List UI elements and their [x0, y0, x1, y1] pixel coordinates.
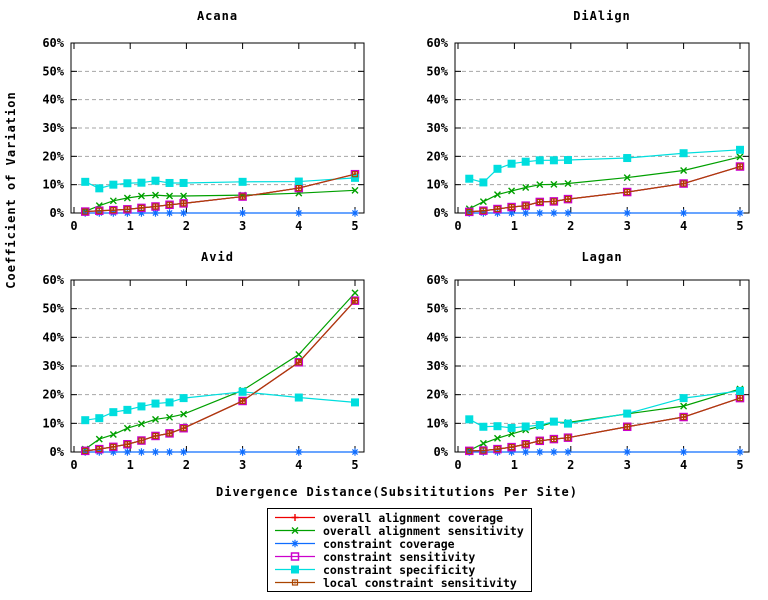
series-local-constraint-sensitivity [82, 171, 359, 215]
y-tick-label: 0% [50, 445, 65, 459]
x-tick-label: 3 [239, 458, 246, 472]
y-tick-label: 40% [426, 330, 448, 344]
y-tick-label: 20% [426, 149, 448, 163]
x-tick-label: 1 [127, 458, 134, 472]
series-constraint-specificity [465, 386, 744, 432]
legend-item: overall alignment coverage [272, 510, 524, 525]
x-tick-label: 5 [351, 219, 358, 233]
series-overall-alignment-coverage [81, 297, 359, 455]
series-constraint-coverage [81, 448, 359, 456]
x-tick-label: 4 [295, 458, 302, 472]
x-tick-label: 1 [127, 219, 134, 233]
series-local-constraint-sensitivity [82, 297, 359, 454]
x-tick-label: 0 [454, 219, 461, 233]
series-constraint-sensitivity [80, 296, 360, 456]
y-tick-label: 20% [42, 388, 64, 402]
y-tick-label: 60% [42, 36, 64, 50]
y-tick-label: 20% [426, 388, 448, 402]
legend-item: constraint specificity [272, 562, 524, 577]
y-tick-label: 60% [426, 273, 448, 287]
y-tick-label: 10% [42, 416, 64, 430]
x-tick-label: 4 [295, 219, 302, 233]
y-tick-label: 0% [434, 445, 449, 459]
legend-box: overall alignment coverage overall alignm… [267, 508, 532, 592]
chart-title: Avid [201, 250, 234, 264]
y-tick-label: 50% [426, 302, 448, 316]
legend-label: constraint specificity [323, 562, 476, 577]
x-tick-label: 2 [567, 219, 574, 233]
y-tick-label: 30% [42, 121, 64, 135]
series-constraint-specificity [465, 145, 744, 187]
chart-acana: 0 1 2 3 4 50%10%20%30%40%50%60%Acana [42, 9, 365, 233]
legend-marker-filled-square-icon [275, 565, 315, 574]
x-tick-label: 4 [680, 458, 687, 472]
x-tick-label: 2 [183, 219, 190, 233]
x-tick-label: 2 [567, 458, 574, 472]
series-constraint-coverage [81, 209, 359, 217]
legend-marker-dot-square-icon [275, 579, 315, 586]
y-tick-label: 10% [426, 178, 448, 192]
y-tick-label: 40% [42, 330, 64, 344]
y-tick-label: 50% [42, 64, 64, 78]
series-local-constraint-sensitivity [466, 163, 744, 215]
y-tick-label: 0% [434, 206, 449, 220]
y-tick-label: 40% [42, 93, 64, 107]
x-tick-label: 3 [239, 219, 246, 233]
legend-label: constraint coverage [323, 536, 455, 551]
y-tick-label: 60% [42, 273, 64, 287]
legend-marker-open-square-icon [275, 552, 315, 561]
y-tick-label: 50% [426, 64, 448, 78]
series-constraint-specificity [81, 387, 359, 425]
x-tick-label: 5 [736, 458, 743, 472]
y-tick-label: 20% [42, 149, 64, 163]
y-tick-label: 60% [426, 36, 448, 50]
x-tick-label: 0 [454, 458, 461, 472]
series-constraint-sensitivity [80, 169, 360, 216]
legend-item: constraint sensitivity [272, 549, 524, 564]
legend-item: local constraint sensitivity [272, 575, 524, 590]
chart-avid: 0 1 2 3 4 50%10%20%30%40%50%60%Avid [42, 250, 365, 472]
x-tick-label: 0 [70, 458, 77, 472]
x-tick-label: 0 [70, 219, 77, 233]
x-tick-label: 5 [351, 458, 358, 472]
series-overall-alignment-sensitivity [81, 289, 359, 453]
x-tick-label: 4 [680, 219, 687, 233]
chart-dialign: 0 1 2 3 4 50%10%20%30%40%50%60%DiAlign [426, 9, 750, 233]
legend-label: overall alignment sensitivity [323, 523, 524, 538]
y-tick-label: 0% [50, 206, 65, 220]
x-tick-label: 3 [624, 219, 631, 233]
legend-label: constraint sensitivity [323, 549, 476, 564]
series-local-constraint-sensitivity [466, 395, 744, 454]
legend-label: overall alignment coverage [323, 510, 504, 525]
y-tick-label: 30% [42, 359, 64, 373]
y-tick-label: 30% [426, 359, 448, 373]
legend-item: overall alignment sensitivity [272, 523, 524, 538]
chart-title: Acana [197, 9, 238, 23]
y-tick-label: 50% [42, 302, 64, 316]
y-tick-label: 40% [426, 93, 448, 107]
x-tick-label: 1 [511, 219, 518, 233]
legend-marker-star-icon [275, 539, 315, 548]
series-constraint-coverage [465, 209, 744, 217]
x-tick-label: 5 [736, 219, 743, 233]
x-axis-title: Divergence Distance(Subsititutions Per S… [216, 485, 578, 499]
legend-label: local constraint sensitivity [323, 575, 517, 590]
legend-marker-x-icon [275, 527, 315, 534]
x-tick-label: 1 [511, 458, 518, 472]
series-constraint-coverage [465, 448, 744, 456]
x-tick-label: 3 [624, 458, 631, 472]
y-tick-label: 10% [42, 178, 64, 192]
series-constraint-sensitivity [465, 393, 745, 456]
x-tick-label: 2 [183, 458, 190, 472]
chart-title: DiAlign [573, 9, 631, 23]
legend-marker-plus-icon [275, 514, 315, 521]
legend-item: constraint coverage [272, 536, 524, 551]
chart-title: Lagan [581, 250, 622, 264]
chart-lagan: 0 1 2 3 4 50%10%20%30%40%50%60%Lagan [426, 250, 750, 472]
y-tick-label: 30% [426, 121, 448, 135]
y-tick-label: 10% [426, 416, 448, 430]
series-constraint-specificity [81, 173, 359, 193]
